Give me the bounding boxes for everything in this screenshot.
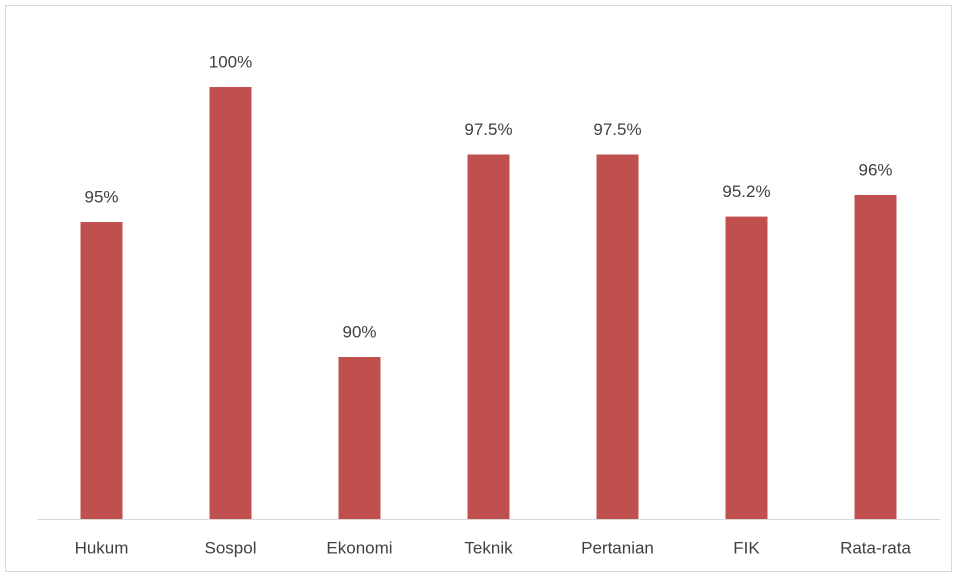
x-tick-label: Rata-rata bbox=[840, 538, 911, 557]
data-label: 97.5% bbox=[593, 120, 641, 139]
bar bbox=[467, 154, 510, 519]
data-label: 95% bbox=[84, 187, 118, 206]
x-tick-label: Sospol bbox=[205, 538, 257, 557]
x-tick-label: Ekonomi bbox=[326, 538, 392, 557]
bar bbox=[725, 216, 768, 519]
data-label: 97.5% bbox=[464, 120, 512, 139]
data-label: 100% bbox=[209, 52, 252, 71]
data-label: 90% bbox=[342, 322, 376, 341]
data-label: 96% bbox=[858, 160, 892, 179]
x-tick-label: Pertanian bbox=[581, 538, 654, 557]
x-tick-label: Teknik bbox=[464, 538, 513, 557]
bar bbox=[338, 357, 381, 519]
bar bbox=[80, 222, 123, 519]
bar bbox=[209, 87, 252, 519]
bar bbox=[596, 154, 639, 519]
data-label: 95.2% bbox=[722, 182, 770, 201]
bar bbox=[854, 195, 897, 519]
x-tick-label: Hukum bbox=[75, 538, 129, 557]
x-tick-label: FIK bbox=[733, 538, 760, 557]
